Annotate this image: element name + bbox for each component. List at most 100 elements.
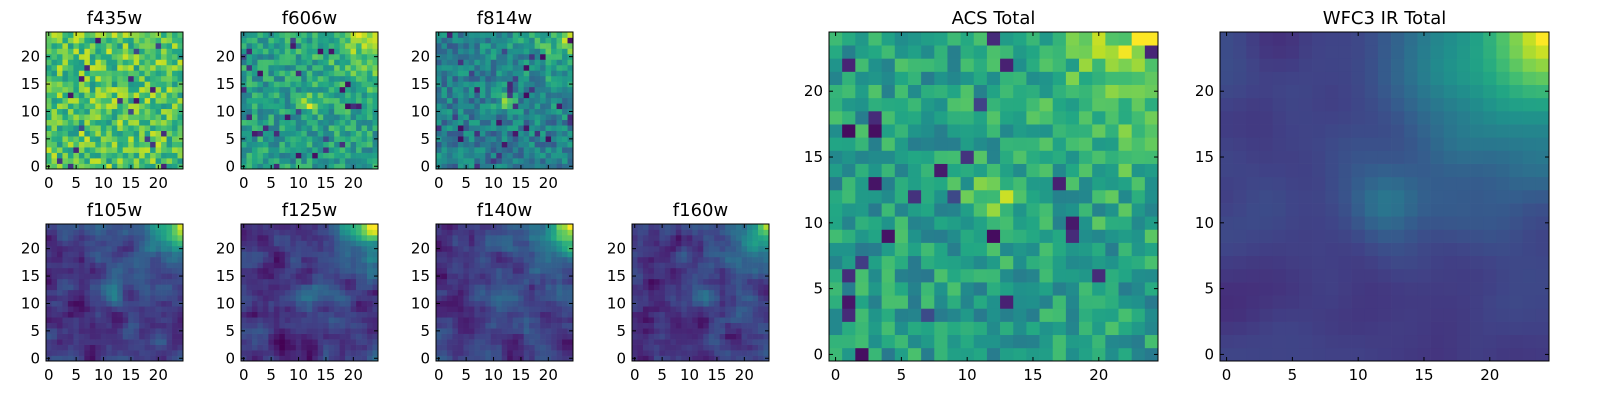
heatmap-cell xyxy=(736,229,742,236)
heatmap-cell xyxy=(747,300,753,307)
heatmap-cell xyxy=(257,53,264,60)
heatmap-cell xyxy=(436,262,442,269)
heatmap-cell xyxy=(106,53,113,60)
heatmap-cell xyxy=(758,300,764,307)
heatmap-cell xyxy=(534,224,541,230)
heatmap-cell xyxy=(257,86,264,93)
heatmap-cell xyxy=(441,130,448,137)
heatmap-cell xyxy=(496,97,503,104)
heatmap-cell xyxy=(246,53,253,60)
heatmap-cell xyxy=(350,86,357,93)
heatmap-cell xyxy=(334,256,340,263)
heatmap-cell xyxy=(279,108,286,115)
heatmap-cell xyxy=(139,141,145,148)
heatmap-cell xyxy=(317,245,324,252)
heatmap-cell xyxy=(686,289,693,296)
heatmap-cell xyxy=(545,333,552,340)
heatmap-cell xyxy=(317,147,324,153)
heatmap-cell xyxy=(501,289,508,296)
heatmap-cell xyxy=(273,350,280,356)
heatmap-cell xyxy=(758,284,764,291)
heatmap-cell xyxy=(567,103,574,110)
heatmap-cell xyxy=(51,289,58,296)
heatmap-cell xyxy=(894,203,909,217)
heatmap-cell xyxy=(100,317,107,323)
heatmap-cell xyxy=(78,37,85,44)
heatmap-cell xyxy=(659,262,666,269)
heatmap-cell xyxy=(490,300,497,307)
heatmap-cell xyxy=(144,81,151,88)
heatmap-cell xyxy=(122,86,129,93)
heatmap-cell xyxy=(529,234,535,241)
heatmap-cell xyxy=(279,152,286,159)
heatmap-cell xyxy=(241,70,247,77)
heatmap-cell xyxy=(659,300,666,307)
heatmap-cell xyxy=(490,125,497,131)
heatmap-cell xyxy=(144,42,151,49)
heatmap-cell xyxy=(241,311,247,318)
heatmap-cell xyxy=(161,300,167,307)
heatmap-cell xyxy=(664,306,671,313)
heatmap-cell xyxy=(106,333,113,340)
heatmap-cell xyxy=(73,245,80,252)
heatmap-cell xyxy=(172,284,178,291)
heatmap-cell xyxy=(670,289,677,296)
heatmap-cell xyxy=(523,262,530,269)
heatmap-cell xyxy=(829,242,843,257)
heatmap-cell xyxy=(295,158,302,164)
heatmap-cell xyxy=(562,333,568,340)
heatmap-cell xyxy=(161,97,167,104)
heatmap-cell xyxy=(251,152,258,159)
heatmap-cell xyxy=(490,103,497,110)
heatmap-cell xyxy=(84,262,91,269)
heatmap-cell xyxy=(670,284,677,291)
heatmap-cell xyxy=(279,114,286,121)
heatmap-cell xyxy=(273,64,280,71)
heatmap-cell xyxy=(659,322,666,329)
heatmap-cell xyxy=(540,147,546,153)
heatmap-cell xyxy=(95,344,102,351)
heatmap-cell xyxy=(648,355,655,362)
heatmap-cell xyxy=(436,317,442,323)
heatmap-cell xyxy=(507,70,514,77)
heatmap-cell xyxy=(947,255,961,270)
heatmap-cell xyxy=(894,163,909,178)
heatmap-cell xyxy=(106,350,113,356)
heatmap-cell xyxy=(697,240,704,247)
heatmap-cell xyxy=(144,333,151,340)
heatmap-cell xyxy=(741,289,748,296)
heatmap-cell xyxy=(1000,255,1014,270)
axes-frame xyxy=(45,223,184,362)
heatmap-cell xyxy=(89,355,96,362)
heatmap-cell xyxy=(659,306,666,313)
heatmap-cell xyxy=(730,339,737,345)
heatmap-cell xyxy=(670,306,677,313)
heatmap-cell xyxy=(934,189,948,204)
heatmap-cell xyxy=(317,267,324,274)
heatmap-cell xyxy=(172,333,178,340)
heatmap-cell xyxy=(736,328,742,334)
heatmap-cell xyxy=(177,267,184,274)
heatmap-cell xyxy=(122,311,129,318)
heatmap-cell xyxy=(479,136,486,142)
heatmap-cell xyxy=(551,355,557,362)
heatmap-cell xyxy=(73,251,80,258)
heatmap-cell xyxy=(51,322,58,329)
heatmap-cell xyxy=(106,344,113,351)
heatmap-cell xyxy=(446,289,453,296)
heatmap-cell xyxy=(133,158,140,164)
heatmap-cell xyxy=(463,317,470,323)
heatmap-cell xyxy=(246,158,253,164)
heatmap-cell xyxy=(356,333,362,340)
heatmap-cell xyxy=(1065,347,1080,362)
heatmap-cell xyxy=(725,311,731,318)
heatmap-cell xyxy=(551,92,557,99)
heatmap-cell xyxy=(279,32,286,38)
heatmap-cell xyxy=(323,245,330,252)
heatmap-cell xyxy=(84,141,91,148)
heatmap-cell xyxy=(279,64,286,71)
heatmap-cell xyxy=(457,37,464,44)
heatmap-cell xyxy=(361,245,368,252)
heatmap-cell xyxy=(479,141,486,148)
heatmap-cell xyxy=(534,59,541,66)
